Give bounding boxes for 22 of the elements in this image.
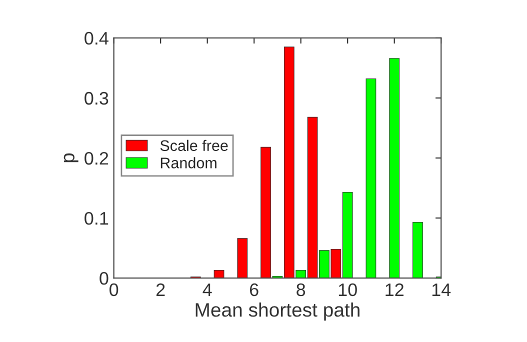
x-tick-label: 0 <box>110 283 118 296</box>
bar <box>237 238 248 278</box>
x-axis-title: Mean shortest path <box>196 302 360 321</box>
legend-label: Random <box>160 157 216 168</box>
y-tick-label: 0.3 <box>84 92 108 105</box>
y-tick-label: 0.1 <box>84 212 108 225</box>
x-tick-label: 8 <box>296 283 306 296</box>
bar <box>214 270 224 278</box>
legend-label: Scale free <box>160 140 228 152</box>
bar <box>366 78 376 278</box>
bar <box>412 222 423 278</box>
x-tick-label: 4 <box>202 284 212 296</box>
y-tick-label: 0.4 <box>84 32 108 45</box>
y-tick-label: 0 <box>100 272 108 285</box>
y-tick-label: 0.2 <box>84 152 108 165</box>
x-tick-label: 14 <box>432 284 451 296</box>
x-tick-label: 12 <box>386 283 404 296</box>
x-tick-label: 6 <box>250 283 258 296</box>
x-tick-label: 2 <box>156 283 165 296</box>
y-axis-title: p <box>64 153 78 162</box>
x-tick-label: 10 <box>338 283 357 296</box>
bar <box>389 58 400 278</box>
